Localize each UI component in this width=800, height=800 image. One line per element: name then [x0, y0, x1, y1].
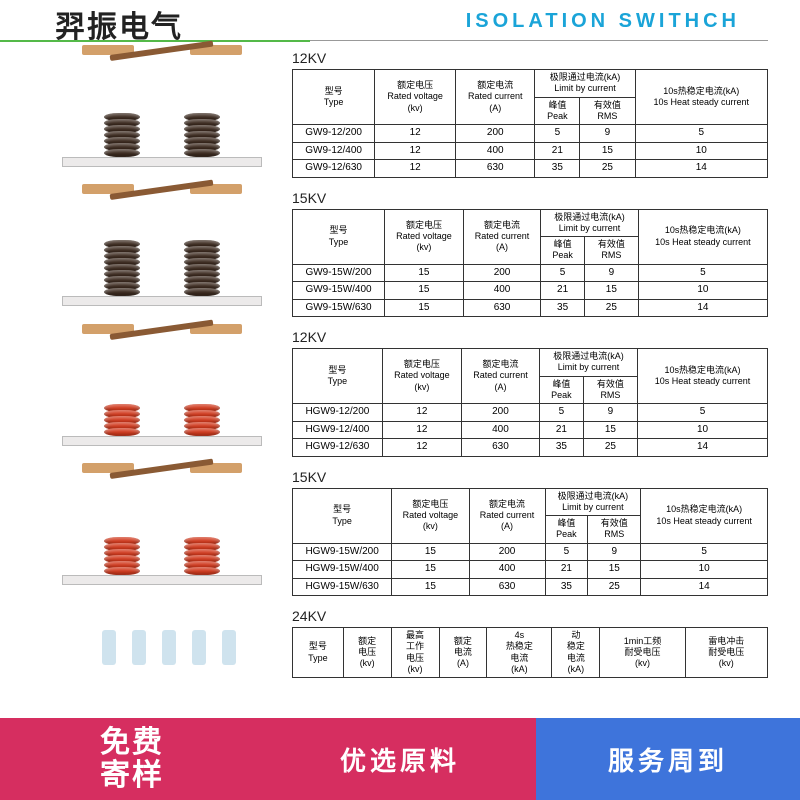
col-dyn: 动稳定电流(kA): [552, 628, 600, 678]
col-voltage: 额定电压Rated voltage(kv): [385, 209, 464, 264]
col-current: 额定电流(A): [439, 628, 487, 678]
col-current: 额定电流Rated current(A): [463, 209, 540, 264]
table-column: 12KV 型号Type额定电压Rated voltage(kv)额定电流Rated…: [292, 48, 768, 178]
col-peak: 峰值Peak: [545, 516, 588, 544]
kv-label: 15KV: [292, 469, 768, 485]
col-voltage: 额定电压Rated voltage(kv): [392, 488, 469, 543]
kv-label: 15KV: [292, 190, 768, 206]
col-current: 额定电流Rated current(A): [469, 488, 545, 543]
spec-section: 12KV 型号Type额定电压Rated voltage(kv)额定电流Rated…: [32, 327, 768, 457]
table-row: HGW9-15W/40015400211510: [293, 561, 768, 579]
table-row: HGW9-12/63012630352514: [293, 439, 768, 457]
device-image: [32, 188, 292, 318]
table-row: HGW9-15W/63015630352514: [293, 578, 768, 596]
table-row: GW9-12/40012400211510: [293, 142, 768, 160]
isolator-device: [62, 332, 262, 452]
col-heat: 10s热稳定电流(kA)10s Heat steady current: [641, 488, 768, 543]
col-rms: 有效值RMS: [584, 237, 638, 265]
spec-table: 型号Type额定电压Rated voltage(kv)额定电流Rated cur…: [292, 348, 768, 457]
spec-table: 型号Type额定电压Rated voltage(kv)额定电流Rated cur…: [292, 209, 768, 318]
table-column: 15KV 型号Type额定电压Rated voltage(kv)额定电流Rated…: [292, 467, 768, 597]
col-voltage: 额定电压Rated voltage(kv): [375, 70, 456, 125]
col-heat: 10s热稳定电流(kA)10s Heat steady current: [638, 209, 767, 264]
col-rms: 有效值RMS: [583, 376, 637, 404]
col-maxwork: 最高工作电压(kv): [391, 628, 439, 678]
device-image: [32, 327, 292, 457]
table-row: GW9-15W/63015630352514: [293, 299, 768, 317]
kv-label: 12KV: [292, 50, 768, 66]
spec-table: 型号Type额定电压Rated voltage(kv)额定电流Rated cur…: [292, 69, 768, 178]
isolator-device: [62, 53, 262, 173]
isolator-device: [62, 192, 262, 312]
col-type: 型号Type: [293, 488, 392, 543]
table-row: HGW9-15W/20015200595: [293, 543, 768, 561]
col-limit: 极限通过电流(kA)Limit by current: [545, 488, 641, 516]
col-limit: 极限通过电流(kA)Limit by current: [541, 209, 639, 237]
table-row: GW9-15W/20015200595: [293, 264, 768, 282]
table-row: HGW9-12/20012200595: [293, 404, 768, 422]
device-image-24kv: [32, 606, 292, 678]
col-voltage: 额定电压Rated voltage(kv): [382, 349, 461, 404]
device-image: [32, 467, 292, 597]
table-column: 15KV 型号Type额定电压Rated voltage(kv)额定电流Rated…: [292, 188, 768, 318]
spec-table: 型号Type额定电压Rated voltage(kv)额定电流Rated cur…: [292, 488, 768, 597]
col-heat: 10s热稳定电流(kA)10s Heat steady current: [638, 349, 768, 404]
col-limit: 极限通过电流(kA)Limit by current: [539, 349, 637, 377]
col-type: 型号Type: [293, 628, 344, 678]
banner-left-line1: 免费: [100, 726, 164, 759]
table-row: GW9-12/20012200595: [293, 125, 768, 143]
banner-right: 服务周到: [536, 718, 800, 800]
table-row: HGW9-12/40012400211510: [293, 421, 768, 439]
table-column: 24KV 型号Type额定电压(kv)最高工作电压(kv)额定电流(A)4s热稳定…: [292, 606, 768, 678]
col-type: 型号Type: [293, 349, 383, 404]
col-heat: 10s热稳定电流(kA)10s Heat steady current: [635, 70, 767, 125]
banner-left: 免费 寄样: [0, 718, 264, 800]
spec-section: 15KV 型号Type额定电压Rated voltage(kv)额定电流Rated…: [32, 188, 768, 318]
col-onemin: 1min工频耐受电压(kv): [600, 628, 685, 678]
kv-label: 24KV: [292, 608, 768, 624]
green-underline: [0, 40, 310, 42]
spec-table-24kv: 型号Type额定电压(kv)最高工作电压(kv)额定电流(A)4s热稳定电流(k…: [292, 627, 768, 678]
isolator-device: [62, 471, 262, 591]
col-current: 额定电流Rated current(A): [462, 349, 540, 404]
col-limit: 极限通过电流(kA)Limit by current: [535, 70, 635, 98]
table-row: GW9-15W/40015400211510: [293, 282, 768, 300]
content-area: 12KV型号Type额定电压Rated voltage(kv)额定电流Rated…: [32, 48, 768, 715]
device-image: [32, 48, 292, 178]
kv-label: 12KV: [292, 329, 768, 345]
col-rms: 有效值RMS: [580, 97, 635, 125]
header-en: ISOLATION SWITHCH: [466, 10, 740, 33]
spec-section: 15KV 型号Type额定电压Rated voltage(kv)额定电流Rated…: [32, 467, 768, 597]
col-voltage: 额定电压(kv): [343, 628, 391, 678]
promo-banner: 免费 寄样 优选原料 服务周到: [0, 718, 800, 800]
col-peak: 峰值Peak: [535, 97, 580, 125]
col-light: 雷电冲击耐受电压(kv): [685, 628, 767, 678]
col-peak: 峰值Peak: [539, 376, 583, 404]
col-peak: 峰值Peak: [541, 237, 585, 265]
banner-mid: 优选原料: [264, 718, 536, 800]
col-rms: 有效值RMS: [588, 516, 641, 544]
banner-left-line2: 寄样: [100, 759, 164, 792]
table-column: 12KV 型号Type额定电压Rated voltage(kv)额定电流Rated…: [292, 327, 768, 457]
header-underline: [310, 40, 768, 41]
col-type: 型号Type: [293, 209, 385, 264]
spec-section: 12KV 型号Type额定电压Rated voltage(kv)额定电流Rated…: [32, 48, 768, 178]
col-type: 型号Type: [293, 70, 375, 125]
col-heat4s: 4s热稳定电流(kA): [487, 628, 552, 678]
col-current: 额定电流Rated current(A): [456, 70, 535, 125]
spec-section-24kv: 24KV 型号Type额定电压(kv)最高工作电压(kv)额定电流(A)4s热稳定…: [32, 606, 768, 678]
table-row: GW9-12/63012630352514: [293, 160, 768, 178]
